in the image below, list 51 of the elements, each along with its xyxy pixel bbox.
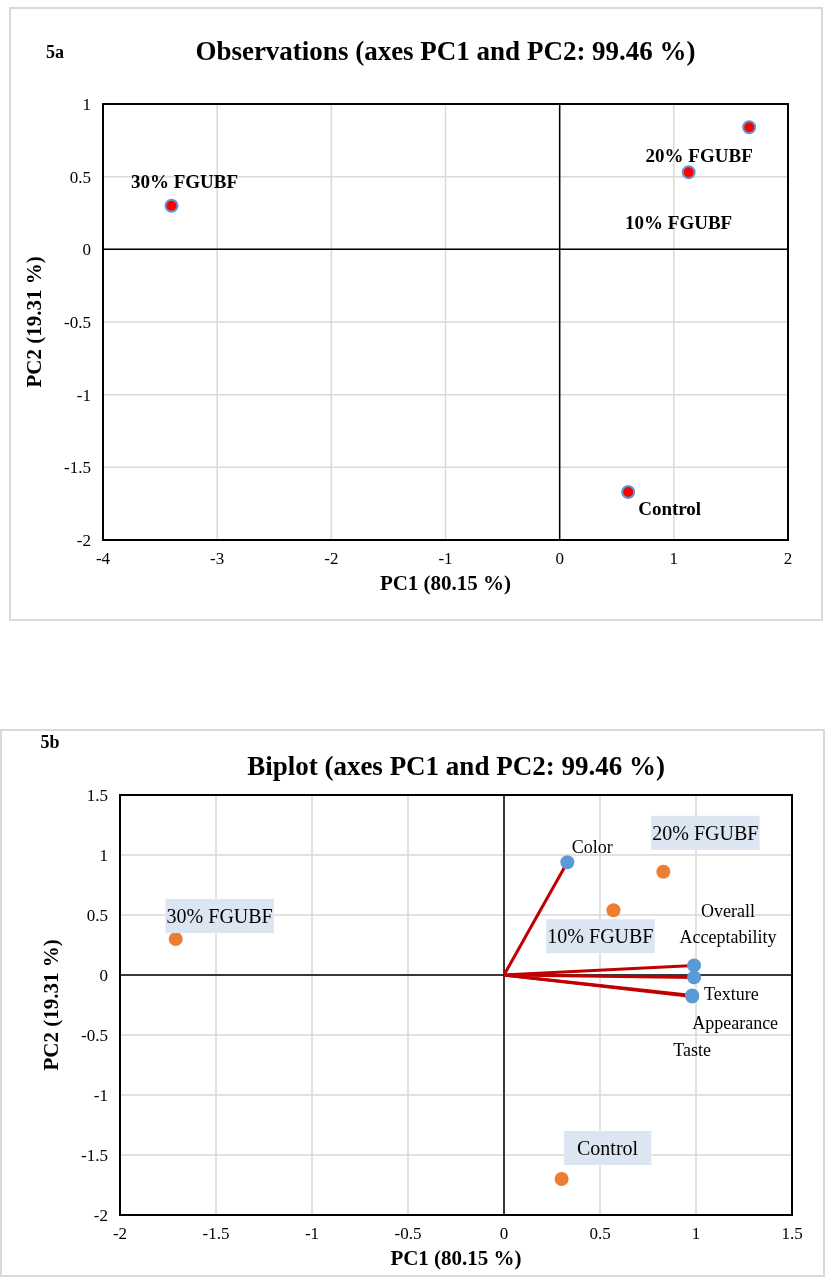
annotation: Texture <box>704 984 759 1005</box>
annotation: Appearance <box>692 1013 779 1034</box>
x-tick-label: 1.5 <box>781 1224 803 1243</box>
x-tick-label: 1 <box>669 549 679 568</box>
chart-title: Biplot (axes PC1 and PC2: 99.46 %) <box>247 751 665 781</box>
y-tick-label: 1 <box>99 846 108 865</box>
x-tick-label: 0.5 <box>589 1224 611 1243</box>
x-tick-label: 0 <box>555 549 564 568</box>
chart-title: Observations (axes PC1 and PC2: 99.46 %) <box>195 36 696 66</box>
x-tick-label: -2 <box>324 549 339 568</box>
annotation: 30% FGUBF <box>130 170 239 192</box>
y-tick-label: 0 <box>99 966 108 985</box>
x-axis-title: PC1 (80.15 %) <box>379 571 512 595</box>
y-tick-label: -1.5 <box>81 1146 108 1165</box>
x-tick-label: 2 <box>783 549 793 568</box>
annotation: 10% FGUBF <box>547 925 654 948</box>
annotation: Control <box>638 498 702 520</box>
x-tick-label: -4 <box>95 549 111 568</box>
x-tick-label: -3 <box>210 549 225 568</box>
y-tick-label: -1.5 <box>64 458 91 478</box>
annotation: Overall Acceptability <box>679 901 777 948</box>
text: 5a <box>46 42 64 62</box>
y-axis-title: PC2 (19.31 %) <box>39 939 63 1071</box>
y-tick-label: 0.5 <box>69 167 91 187</box>
y-tick-label: -2 <box>93 1206 108 1225</box>
y-axis-title: PC2 (19.31 %) <box>22 256 46 388</box>
x-tick-label: 1 <box>691 1224 701 1243</box>
x-axis-title: PC1 (80.15 %) <box>390 1246 522 1270</box>
x-tick-label: 0 <box>499 1224 509 1243</box>
annotation: 10% FGUBF <box>625 212 733 234</box>
y-tick-label: -0.5 <box>64 313 91 332</box>
x-tick-label: -1 <box>304 1224 320 1243</box>
annotation: Control <box>577 1137 639 1159</box>
y-tick-label: -1 <box>76 385 91 405</box>
annotation: Taste <box>673 1039 712 1060</box>
y-tick-label: 1.5 <box>86 786 108 805</box>
y-tick-label: -2 <box>76 531 91 550</box>
y-tick-label: -0.5 <box>81 1026 108 1045</box>
y-tick-label: -1 <box>93 1086 108 1105</box>
annotation: 30% FGUBF <box>166 905 273 927</box>
annotation: Color <box>571 837 613 858</box>
y-tick-label: 1 <box>82 95 91 114</box>
text: 5b <box>40 732 60 752</box>
x-tick-label: -1.5 <box>202 1224 230 1243</box>
annotation: 20% FGUBF <box>645 145 753 167</box>
x-tick-label: -0.5 <box>394 1224 422 1243</box>
y-tick-label: 0.5 <box>86 906 108 925</box>
annotation: 20% FGUBF <box>652 821 759 844</box>
y-tick-label: 0 <box>82 240 91 260</box>
x-tick-label: -2 <box>112 1224 128 1243</box>
x-tick-label: -1 <box>438 549 453 568</box>
